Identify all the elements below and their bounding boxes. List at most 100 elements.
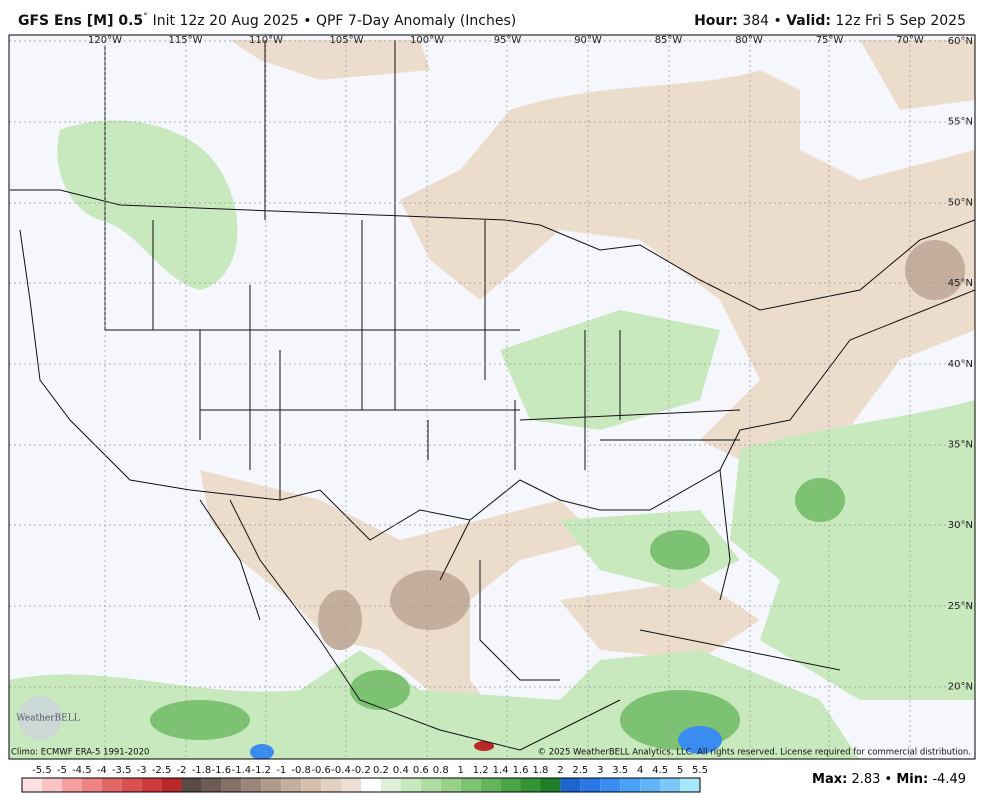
colorbar-swatch — [81, 778, 102, 792]
logo: WeatherBELL — [16, 714, 79, 724]
colorbar-swatch — [261, 778, 282, 792]
lon-label: 115°W — [169, 35, 203, 46]
lon-labels: 120°W 115°W 110°W 105°W 100°W 95°W 90°W 85°W 80°… — [88, 35, 924, 46]
lat-label: 40°N — [948, 359, 973, 370]
lon-label: 110°W — [249, 35, 283, 46]
colorbar-label: 5.5 — [692, 765, 708, 776]
colorbar-swatch — [161, 778, 182, 792]
bullet: • — [774, 13, 782, 29]
lat-label: 20°N — [948, 682, 973, 693]
colorbar-swatch — [400, 778, 421, 792]
header-left: GFS Ens [M] 0.5° Init 12z 20 Aug 2025 • Q… — [18, 12, 516, 30]
colorbar-swatch — [640, 778, 661, 792]
valid-label: Valid: — [786, 13, 831, 29]
colorbar-label: -0.4 — [331, 765, 351, 776]
colorbar-label: -2 — [177, 765, 187, 776]
colorbar-label: 1.2 — [473, 765, 489, 776]
colorbar-swatch — [560, 778, 581, 792]
lat-label: 60°N — [948, 36, 973, 47]
colorbar-swatch — [141, 778, 162, 792]
colorbar-swatch — [61, 778, 82, 792]
bullet: • — [885, 772, 893, 787]
lon-label: 120°W — [88, 35, 122, 46]
borders — [10, 40, 975, 751]
hour: 384 — [742, 13, 769, 29]
lon-label: 105°W — [330, 35, 364, 46]
lon-label: 70°W — [896, 35, 924, 46]
colorbar-label: 0.4 — [393, 765, 409, 776]
lat-label: 35°N — [948, 440, 973, 451]
colorbar-label: 1.4 — [493, 765, 509, 776]
colorbar-label: 2 — [557, 765, 563, 776]
colorbar-swatch — [181, 778, 202, 792]
init: Init 12z 20 Aug 2025 — [153, 13, 299, 29]
colorbar-swatch — [201, 778, 222, 792]
colorbar-swatch — [121, 778, 142, 792]
colorbar-label: -3.5 — [112, 765, 132, 776]
colorbar-swatch — [281, 778, 302, 792]
copyright: © 2025 WeatherBELL Analytics, LLC. All r… — [538, 748, 971, 758]
colorbar-label: -0.2 — [351, 765, 371, 776]
colorbar-swatch — [600, 778, 621, 792]
logo-globe — [18, 696, 62, 740]
hour-label: Hour: — [694, 13, 738, 29]
colorbar-label: -1.2 — [252, 765, 272, 776]
colorbar-swatch — [101, 778, 122, 792]
model: GFS Ens [M] 0.5 — [18, 13, 143, 29]
colorbar-swatch — [620, 778, 641, 792]
degree: ° — [143, 12, 148, 22]
colorbar-label: 2.5 — [572, 765, 588, 776]
max: 2.83 — [851, 772, 880, 787]
colorbar-frame — [21, 777, 701, 793]
colorbar-label: 5 — [677, 765, 683, 776]
lon-label: 80°W — [735, 35, 763, 46]
colorbar-swatch — [341, 778, 361, 792]
bullet: • — [303, 13, 311, 29]
colorbar-swatch — [460, 778, 481, 792]
colorbar-label: 4.5 — [652, 765, 668, 776]
map-frame — [8, 34, 976, 760]
product: QPF 7-Day Anomaly (Inches) — [316, 13, 516, 29]
colorbar-label: -1.6 — [212, 765, 232, 776]
colorbar-swatch — [321, 778, 342, 792]
lon-label: 85°W — [655, 35, 683, 46]
colorbar-label: -1.8 — [192, 765, 212, 776]
colorbar-swatch — [420, 778, 441, 792]
colorbar-swatch — [221, 778, 242, 792]
colorbar-label: -1.4 — [232, 765, 252, 776]
lat-label: 50°N — [948, 197, 973, 208]
header-right: Hour: 384 • Valid: 12z Fri 5 Sep 2025 — [694, 13, 966, 29]
max-label: Max: — [812, 772, 847, 787]
colorbar-label: 1 — [458, 765, 464, 776]
dry-max — [474, 741, 494, 751]
colorbar-label: -5 — [57, 765, 67, 776]
colorbar-swatch — [380, 778, 401, 792]
lat-labels: 60°N 55°N 50°N 45°N 40°N 35°N 30°N 25°N 20°N — [948, 36, 973, 693]
colorbar-swatch — [301, 778, 322, 792]
colorbar-label: -0.6 — [311, 765, 331, 776]
colorbar-swatch — [500, 778, 521, 792]
colorbar-swatch — [680, 778, 700, 792]
colorbar-label: 4 — [637, 765, 643, 776]
climo-note: Climo: ECMWF ERA-5 1991-2020 — [11, 748, 149, 758]
colorbar-swatch — [480, 778, 501, 792]
lat-label: 30°N — [948, 520, 973, 531]
colorbar-label: 0.2 — [373, 765, 389, 776]
colorbar-label: -5.5 — [32, 765, 52, 776]
colorbar-swatch — [22, 778, 42, 792]
colorbar-label: 1.8 — [533, 765, 549, 776]
colorbar-label: 0.8 — [433, 765, 449, 776]
lon-label: 100°W — [410, 35, 444, 46]
lon-label: 75°W — [816, 35, 844, 46]
colorbar-label: 3.5 — [612, 765, 628, 776]
colorbar-label: -0.8 — [291, 765, 311, 776]
colorbar-label: -1 — [276, 765, 286, 776]
colorbar-label: -4 — [97, 765, 107, 776]
colorbar-swatch — [41, 778, 62, 792]
lon-label: 95°W — [494, 35, 522, 46]
colorbar-swatch — [540, 778, 561, 792]
colorbar-label: 3 — [597, 765, 603, 776]
colorbar-swatch — [440, 778, 461, 792]
colorbar-swatch — [660, 778, 681, 792]
